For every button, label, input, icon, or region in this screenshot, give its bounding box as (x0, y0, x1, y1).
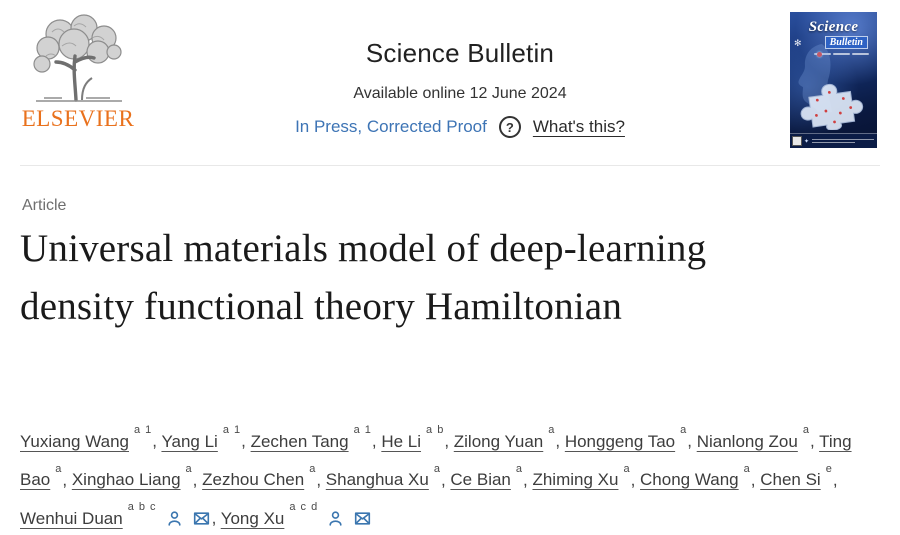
author-link[interactable]: Zhiming Xu (532, 470, 619, 490)
status-row: In Press, Corrected Proof ? What's this? (230, 116, 690, 138)
author-affiliation-sup: a 1 (353, 424, 372, 436)
cover-journal-name-line1: Science (808, 19, 859, 35)
author-entry: Ce Bian a (450, 463, 523, 490)
author-link[interactable]: Chong Wang (640, 470, 739, 490)
author-entry: Ting Baoa (20, 432, 852, 490)
author-affiliation-sup: a 1 (134, 424, 153, 436)
journal-cover-thumbnail[interactable]: ✻ Science Bulletin ✦ (790, 12, 877, 148)
author-affiliation-sup: a b c (127, 501, 157, 514)
author-entry: Yuxiang Wang a 1 (20, 424, 152, 451)
author-entry: Wenhui Duan a b c (20, 501, 212, 528)
author-link[interactable]: Wenhui Duan (20, 508, 123, 528)
author-entry: Shanghua Xu a (325, 463, 441, 490)
cover-red-dot (817, 52, 822, 57)
author-entry: Yong Xu a c d (220, 501, 374, 528)
author-link[interactable]: Zezhou Chen (202, 470, 305, 490)
person-icon[interactable] (166, 510, 183, 527)
cover-footer-text (812, 139, 874, 143)
author-affiliation-sup: a 1 (222, 424, 242, 436)
cover-footer-bar: ✦ (790, 133, 877, 148)
author-link[interactable]: Xinghao Liang (71, 470, 181, 490)
author-affiliation-sup: a (185, 462, 193, 475)
envelope-icon[interactable] (354, 510, 371, 527)
cover-puzzle-snowflake (800, 83, 864, 130)
author-affiliation-sup: a (548, 424, 556, 436)
author-entry: Zechen Tang a 1 (250, 424, 372, 451)
author-entry: Honggeng Tao a (564, 424, 687, 451)
article-title: Universal materials model of deep-learni… (20, 227, 707, 328)
author-affiliation-sup: a (515, 462, 524, 475)
author-link[interactable]: Yuxiang Wang (20, 431, 129, 451)
author-link[interactable]: Zechen Tang (250, 431, 349, 451)
article-type-label: Article (22, 197, 67, 214)
author-affiliation-sup: a (680, 424, 688, 436)
journal-title-link[interactable]: Science Bulletin (365, 38, 555, 68)
author-link[interactable]: Chen Si (760, 470, 821, 490)
question-mark-circle-icon[interactable]: ? (498, 116, 521, 138)
header-divider (20, 165, 880, 166)
cover-issue-line (814, 53, 869, 55)
elsevier-tree-icon (33, 14, 122, 102)
author-link[interactable]: Yong Xu (220, 508, 285, 528)
author-entry: He Li a b (381, 424, 444, 451)
author-entry: Chen Si e (760, 463, 833, 490)
author-affiliation-sup: a (433, 462, 441, 475)
author-list: Yuxiang Wanga 1, Yang Lia 1, Zechen Tang… (20, 424, 852, 528)
author-affiliation-sup: a c d (289, 501, 319, 514)
author-affiliation-sup: a (802, 424, 810, 436)
envelope-icon[interactable] (193, 510, 210, 527)
author-entry: Yang Li a 1 (161, 424, 241, 451)
cover-sparkle-icon: ✻ (794, 38, 802, 48)
author-affiliation-sup: a b (426, 424, 445, 436)
author-affiliation-sup: a (623, 462, 631, 475)
elsevier-wordmark: ELSEVIER (21, 106, 135, 131)
elsevier-logo[interactable]: ELSEVIER (20, 12, 136, 132)
author-link[interactable]: Honggeng Tao (564, 431, 676, 451)
cover-qr-code (792, 136, 802, 146)
author-entry: Nianlong Zou a (696, 424, 810, 451)
whats-this-link[interactable]: What's this? (532, 117, 625, 136)
author-link[interactable]: Nianlong Zou (696, 431, 798, 451)
author-entry: Zhiming Xu a (532, 463, 630, 490)
cover-journal-name-line2: Bulletin (824, 36, 868, 49)
author-affiliation-sup: a (55, 462, 63, 475)
person-icon[interactable] (327, 510, 344, 527)
author-link[interactable]: He Li (381, 431, 422, 451)
author-entry: Zilong Yuan a (453, 424, 556, 451)
author-entry: Zezhou Chen a (202, 463, 316, 490)
availability-date: Available online 12 June 2024 (353, 85, 567, 102)
author-link[interactable]: Yang Li (161, 431, 218, 451)
in-press-status: In Press, Corrected Proof (295, 117, 487, 136)
author-affiliation-sup: a (743, 462, 751, 475)
author-link[interactable]: Zilong Yuan (453, 431, 544, 451)
journal-header: Science Bulletin Available online 12 Jun… (230, 38, 690, 138)
author-link[interactable]: Ting Bao (20, 431, 852, 490)
author-affiliation-sup: a (309, 462, 317, 475)
author-entry: Xinghao Liang a (71, 463, 193, 490)
author-affiliation-sup: e (825, 462, 833, 475)
author-link[interactable]: Ce Bian (450, 470, 511, 490)
cover-publisher-mark: ✦ (804, 138, 810, 145)
author-entry: Chong Wang a (640, 463, 751, 490)
author-link[interactable]: Shanghua Xu (325, 470, 429, 490)
